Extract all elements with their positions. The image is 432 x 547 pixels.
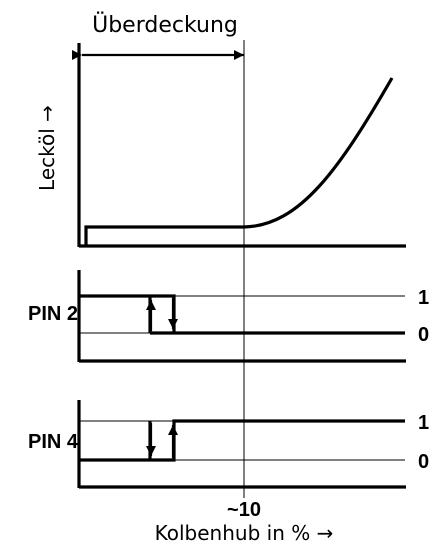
leak-oil-axis-label: Lecköl → (35, 105, 59, 191)
pin2-signal (79, 294, 405, 335)
pin4-level-0-label: 0 (418, 451, 429, 473)
pin4-signal (79, 419, 405, 462)
pin2-level-1-label: 1 (418, 287, 429, 309)
pin2-level-0-label: 0 (418, 324, 429, 346)
switching-point-tick-label: ~10 (227, 499, 261, 521)
piston-stroke-axis-label: Kolbenhub in % → (155, 521, 334, 545)
overlap-label: Überdeckung (92, 12, 238, 38)
pin4-level-1-label: 1 (418, 412, 429, 434)
pin2-label: PIN 2 (28, 303, 78, 325)
pin4-label: PIN 4 (28, 431, 79, 453)
leak-oil-curve (84, 77, 394, 246)
